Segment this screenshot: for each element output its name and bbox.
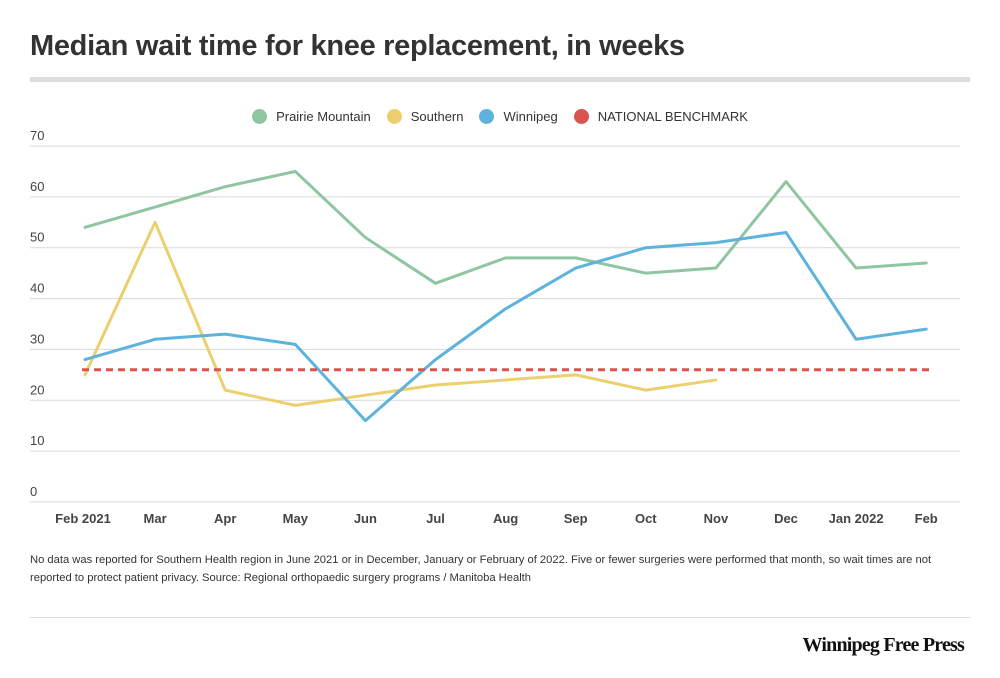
x-tick-label: Dec xyxy=(774,511,798,526)
x-tick-label: Feb 2021 xyxy=(55,511,111,526)
legend-item-national-benchmark: NATIONAL BENCHMARK xyxy=(573,109,748,124)
y-tick-label: 10 xyxy=(30,433,44,448)
x-tick-label: Jan 2022 xyxy=(829,511,884,526)
brand-logo: Winnipeg Free Press xyxy=(802,634,965,656)
y-tick-label: 50 xyxy=(30,230,44,245)
legend-swatch-prairie-mountain xyxy=(252,109,268,124)
chart-title: Median wait time for knee replacement, i… xyxy=(30,30,685,62)
x-tick-label: Jul xyxy=(426,511,445,526)
y-tick-label: 30 xyxy=(30,331,44,346)
legend-swatch-southern xyxy=(386,109,402,124)
x-tick-label: Nov xyxy=(704,511,729,526)
legend-label: Southern xyxy=(410,109,464,124)
x-tick-label: Feb xyxy=(915,511,938,526)
legend-swatch-national-benchmark xyxy=(573,109,589,124)
y-tick-label: 60 xyxy=(30,179,44,194)
legend-item-winnipeg: Winnipeg xyxy=(479,109,558,124)
series-line-winnipeg xyxy=(83,230,928,423)
footnote: No data was reported for Southern Health… xyxy=(30,554,932,584)
legend-label: NATIONAL BENCHMARK xyxy=(597,109,748,124)
footer-divider xyxy=(30,617,970,618)
series-line-prairie-mountain xyxy=(83,169,928,285)
legend-swatch-winnipeg xyxy=(479,109,495,124)
x-tick-label: May xyxy=(283,511,309,526)
y-tick-label: 20 xyxy=(30,382,44,397)
x-tick-label: Oct xyxy=(635,511,657,526)
line-chart: 0 10 20 30 40 50 60 70 Feb 2021 Mar Apr May Jun Jul Au… xyxy=(30,130,960,526)
legend-item-prairie-mountain: Prairie Mountain xyxy=(252,109,371,124)
x-tick-label: Jun xyxy=(354,511,377,526)
legend-label: Prairie Mountain xyxy=(276,109,371,124)
title-divider xyxy=(30,77,970,82)
y-tick-label: 40 xyxy=(30,281,44,296)
x-tick-label: Sep xyxy=(564,511,588,526)
x-tick-label: Apr xyxy=(214,511,236,526)
x-tick-label: Mar xyxy=(144,511,167,526)
y-tick-label: 70 xyxy=(30,130,44,143)
legend-item-southern: Southern xyxy=(386,109,464,124)
series-line-southern xyxy=(83,220,718,407)
x-tick-label: Aug xyxy=(493,511,518,526)
chart-legend: Prairie Mountain Southern Winnipeg NATIO… xyxy=(0,109,1000,124)
legend-label: Winnipeg xyxy=(503,109,558,124)
y-tick-label: 0 xyxy=(30,484,37,499)
